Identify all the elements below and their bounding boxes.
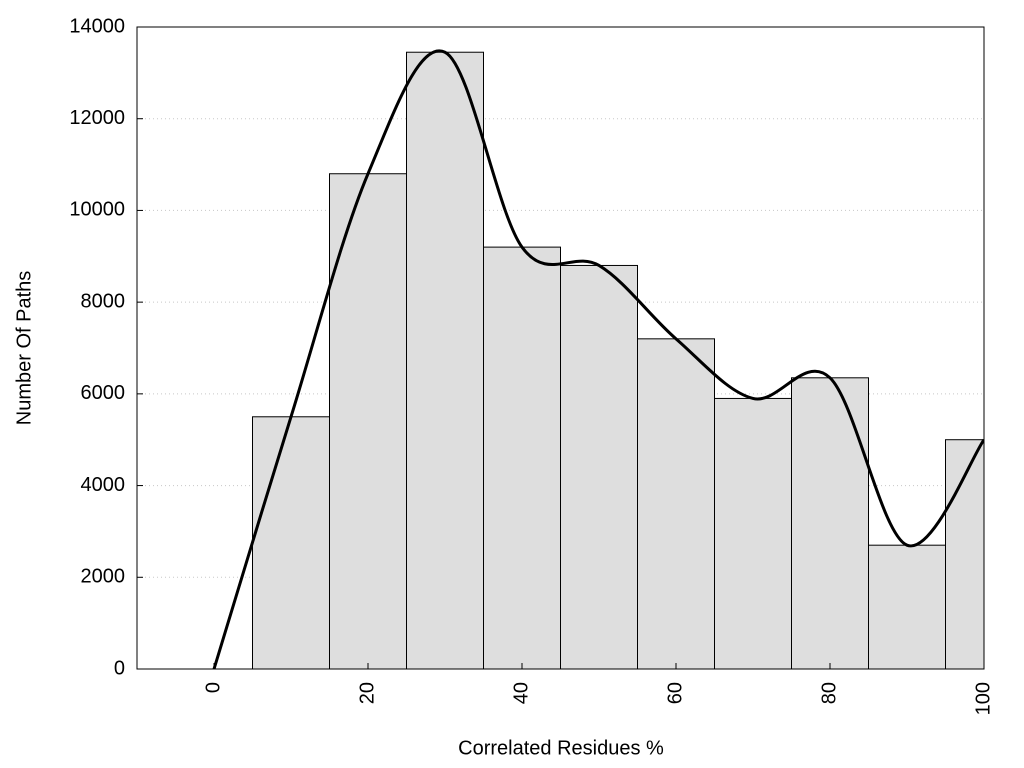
x-tick-label: 0 bbox=[202, 682, 224, 693]
y-tick-label: 10000 bbox=[69, 199, 125, 221]
x-tick-label: 20 bbox=[356, 682, 378, 704]
x-axis-title: Correlated Residues % bbox=[458, 737, 664, 759]
bar bbox=[637, 338, 715, 669]
bar bbox=[483, 246, 561, 669]
bar bbox=[560, 264, 638, 669]
x-tick-label: 100 bbox=[972, 682, 994, 715]
y-tick-label: 4000 bbox=[81, 474, 126, 496]
y-tick-label: 0 bbox=[114, 657, 125, 679]
y-tick-label: 12000 bbox=[69, 107, 125, 129]
y-tick-label: 8000 bbox=[81, 290, 126, 312]
bar bbox=[791, 377, 869, 669]
bar bbox=[406, 51, 484, 669]
bar bbox=[714, 397, 792, 669]
y-tick-label: 2000 bbox=[81, 566, 126, 588]
bar bbox=[868, 544, 946, 669]
tick-labels: 0 2000 4000 6000 8000 10000 12000 14000 0 20 40 60 8… bbox=[69, 15, 994, 715]
y-tick-label: 6000 bbox=[81, 382, 126, 404]
x-tick-label: 60 bbox=[664, 682, 686, 704]
y-tick-label: 14000 bbox=[69, 15, 125, 37]
bar bbox=[252, 416, 330, 669]
x-tick-label: 80 bbox=[818, 682, 840, 704]
bar bbox=[329, 173, 407, 669]
smooth-line bbox=[212, 49, 984, 669]
x-tick-label: 40 bbox=[510, 682, 532, 704]
plot-area bbox=[212, 49, 984, 669]
plot-frame bbox=[136, 26, 985, 670]
y-axis-title: Number Of Paths bbox=[13, 271, 35, 426]
